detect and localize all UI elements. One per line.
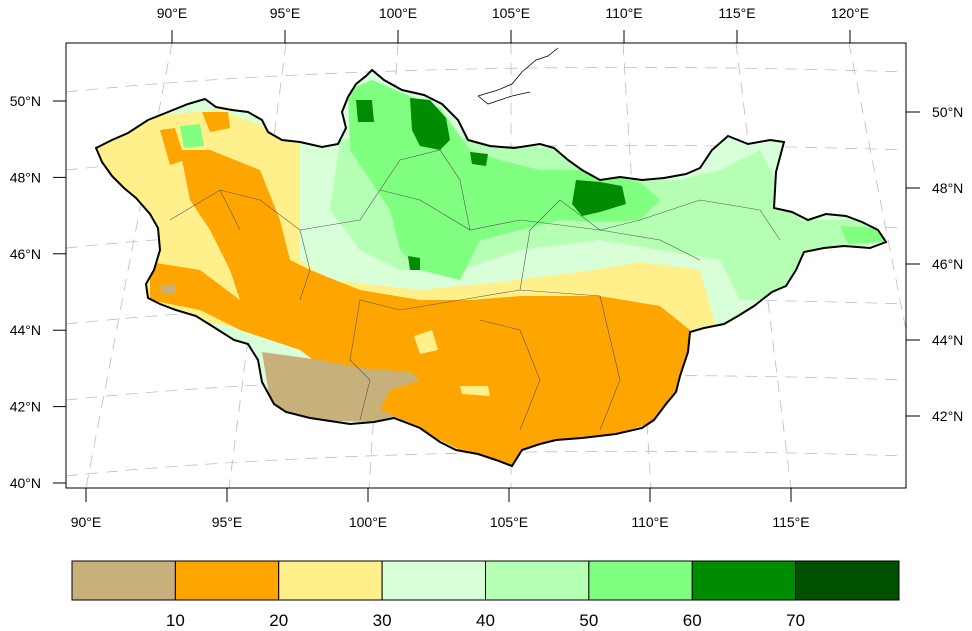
precipitation-field [96, 70, 886, 466]
legend-label: 40 [476, 611, 495, 630]
field-60-70-east [572, 180, 626, 216]
bottom-tick-label: 115°E [772, 514, 809, 530]
province-line [479, 319, 541, 431]
right-tick-label: 48°N [932, 180, 963, 196]
top-tick-label: 95°E [270, 5, 301, 21]
bottom-tick-label: 95°E [212, 514, 243, 530]
legend-swatch [485, 560, 590, 601]
legend-swatch [174, 560, 280, 601]
field-20-30-spot [460, 386, 490, 396]
field-0-10 [262, 352, 420, 422]
bottom-axis: 90°E 95°E 100°E 105°E 110°E 115°E [71, 488, 810, 530]
left-tick-label: 44°N [10, 322, 41, 338]
gridline-lat-42 [65, 374, 907, 401]
top-axis: 90°E 95°E 100°E 105°E 110°E 115°E 120°E [157, 5, 869, 43]
color-legend: 10 20 30 40 50 60 70 [71, 560, 900, 630]
left-tick-label: 50°N [10, 93, 41, 109]
right-tick-label: 46°N [932, 256, 963, 272]
field-0-10-patch [160, 284, 176, 294]
legend-swatch [691, 560, 797, 601]
legend-swatch [71, 560, 176, 601]
bottom-tick-label: 100°E [349, 514, 387, 530]
gridline-lon-90 [85, 42, 173, 489]
top-tick-label: 100°E [379, 5, 417, 21]
legend-label: 70 [786, 611, 805, 630]
legend-label: 50 [579, 611, 598, 630]
field-10-20-patch-a [160, 128, 185, 165]
province-line [519, 199, 601, 291]
map-frame [65, 42, 907, 489]
right-tick-label: 50°N [932, 104, 963, 120]
gridline-lat-40 [65, 450, 907, 477]
legend-label: 30 [373, 611, 392, 630]
top-tick-label: 115°E [718, 5, 755, 21]
legend-swatch [795, 560, 900, 601]
field-10-20 [150, 150, 690, 466]
bottom-tick-label: 110°E [631, 514, 668, 530]
legend-label: 20 [269, 611, 288, 630]
left-tick-label: 40°N [10, 475, 41, 491]
left-tick-label: 46°N [10, 246, 41, 262]
coastline [477, 47, 559, 105]
legend-label: 10 [166, 611, 185, 630]
left-tick-label: 48°N [10, 169, 41, 185]
gridline-lat-50 [65, 66, 907, 93]
field-20-30-island [414, 330, 438, 354]
bottom-tick-label: 105°E [490, 514, 528, 530]
right-tick-label: 44°N [932, 332, 963, 348]
top-tick-label: 120°E [831, 5, 869, 21]
field-50-60-east [840, 226, 884, 244]
top-tick-label: 90°E [157, 5, 188, 21]
field-60-70-spot [408, 256, 420, 270]
bottom-tick-label: 90°E [71, 514, 102, 530]
right-tick-label: 42°N [932, 408, 963, 424]
top-tick-label: 105°E [492, 5, 530, 21]
province-line [379, 149, 471, 231]
field-50-60-west [180, 124, 204, 148]
legend-swatch [588, 560, 693, 601]
legend-swatch [381, 560, 486, 601]
gridline-lon-120 [848, 42, 907, 331]
field-10-20-patch-b [202, 112, 230, 132]
province-line [349, 299, 371, 421]
right-axis: 50°N 48°N 46°N 44°N 42°N [906, 104, 963, 424]
province-line [599, 199, 781, 241]
gridline-lat-44 [65, 298, 907, 325]
province-line [169, 189, 241, 231]
field-60-70-west [356, 100, 374, 122]
left-axis: 50°N 48°N 46°N 44°N 42°N 40°N [10, 93, 66, 491]
field-60-70-north [410, 98, 450, 150]
province-boundaries [169, 149, 781, 431]
legend-swatch [278, 560, 383, 601]
top-tick-label: 110°E [605, 5, 642, 21]
legend-label: 60 [683, 611, 702, 630]
country-border [94, 68, 888, 468]
left-tick-label: 42°N [10, 399, 41, 415]
field-60-70-spot-b [470, 152, 488, 166]
